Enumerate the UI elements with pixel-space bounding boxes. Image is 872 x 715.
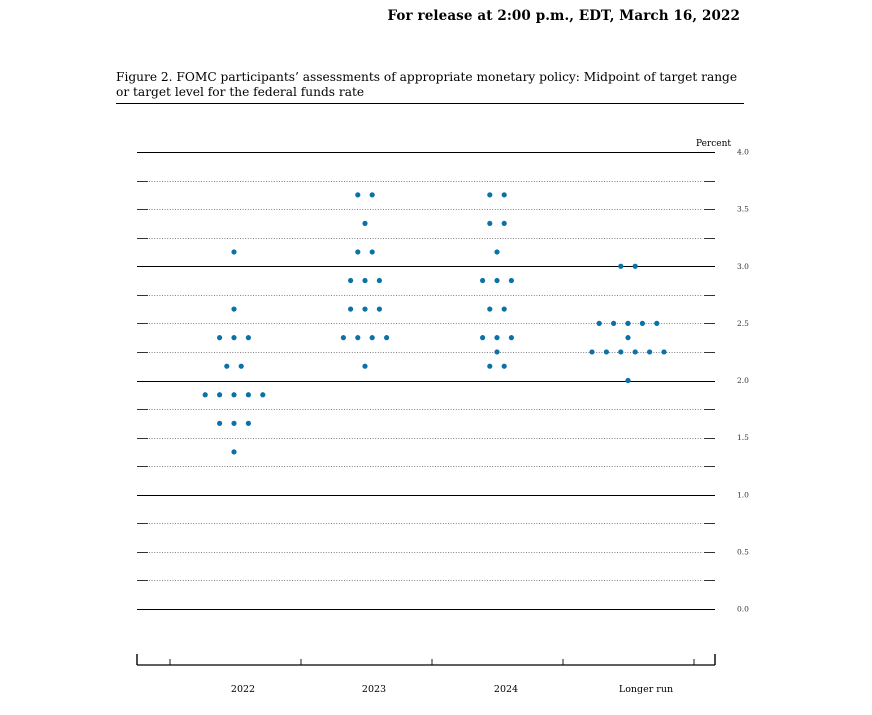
- dot: [245, 335, 251, 341]
- y-tick-label: 4.0: [737, 148, 749, 157]
- dot: [217, 335, 223, 341]
- y-tick-label: 2.0: [737, 376, 749, 385]
- x-category-labels: 2022 2023 2024 Longer run: [231, 684, 673, 695]
- grid-lines: [137, 152, 715, 610]
- dot: [603, 349, 610, 355]
- dot: [494, 249, 500, 255]
- x-category-label: 2024: [494, 684, 518, 695]
- dot: [362, 220, 368, 227]
- dot: [340, 335, 346, 341]
- dot: [376, 277, 382, 284]
- dot: [202, 392, 208, 398]
- dot: [348, 277, 354, 284]
- release-notice: For release at 2:00 p.m., EDT, March 16,…: [387, 8, 740, 24]
- dot: [245, 420, 251, 426]
- dot: [369, 192, 375, 198]
- dot: [596, 320, 602, 326]
- dot: [355, 249, 361, 255]
- dot: [369, 335, 375, 341]
- dot: [231, 249, 237, 255]
- dot: [231, 392, 237, 398]
- dot: [487, 192, 493, 198]
- title-rule: [116, 103, 744, 104]
- x-category-label: 2023: [362, 684, 386, 695]
- dot: [231, 449, 237, 455]
- y-tick-label: 1.0: [737, 490, 749, 499]
- dot: [487, 306, 493, 312]
- dot: [480, 335, 486, 341]
- dot: [260, 392, 266, 398]
- dot: [480, 277, 486, 284]
- dot: [501, 306, 507, 312]
- dot: [369, 249, 375, 255]
- dot: [661, 349, 667, 355]
- dot: [231, 306, 237, 312]
- dot: [625, 377, 631, 384]
- dot: [494, 277, 500, 284]
- y-tick-label: 2.5: [737, 319, 749, 328]
- x-category-label: Longer run: [619, 684, 673, 695]
- dot: [647, 349, 653, 355]
- x-axis: [136, 654, 716, 666]
- dot: [355, 335, 361, 341]
- y-tick-label: 0.5: [737, 547, 749, 556]
- dot: [501, 363, 507, 369]
- dot: [231, 335, 237, 341]
- y-tick-labels: 4.0 3.5 3.0 2.5 2.0 1.5 1.0 0.5 0.0: [737, 148, 749, 614]
- dot: [639, 320, 646, 326]
- y-axis-unit-label: Percent: [696, 139, 731, 149]
- dot: [589, 349, 595, 355]
- y-tick-label: 0.0: [737, 605, 749, 614]
- dot: [508, 335, 514, 341]
- y-tick-label: 1.5: [737, 433, 749, 442]
- dot: [348, 306, 354, 312]
- dot: [611, 320, 617, 326]
- dot: [494, 335, 500, 341]
- dot: [355, 192, 361, 198]
- dot: [625, 335, 631, 341]
- dot: [362, 306, 368, 312]
- y-tick-label: 3.5: [737, 205, 749, 214]
- dot: [224, 363, 230, 369]
- dot: [487, 363, 493, 369]
- dot: [362, 363, 368, 369]
- figure-title: Figure 2. FOMC participants’ assessments…: [116, 70, 738, 99]
- dot: [217, 392, 223, 398]
- dot: [508, 277, 514, 284]
- dot: [618, 263, 624, 269]
- dot: [501, 220, 507, 227]
- dot: [625, 320, 631, 326]
- dot: [501, 192, 507, 198]
- dot: [632, 263, 638, 269]
- x-category-label: 2022: [231, 684, 255, 695]
- dot: [487, 220, 493, 227]
- dot: [632, 349, 638, 355]
- dot: [654, 320, 660, 326]
- dot: [217, 420, 223, 426]
- dot: [238, 363, 244, 369]
- dot: [231, 420, 237, 426]
- dot: [384, 335, 390, 341]
- dots: [202, 192, 667, 455]
- dot: [245, 392, 251, 398]
- dot: [494, 349, 500, 355]
- dot: [362, 277, 368, 284]
- dot: [376, 306, 382, 312]
- y-tick-label: 3.0: [737, 262, 749, 271]
- dot: [618, 349, 624, 355]
